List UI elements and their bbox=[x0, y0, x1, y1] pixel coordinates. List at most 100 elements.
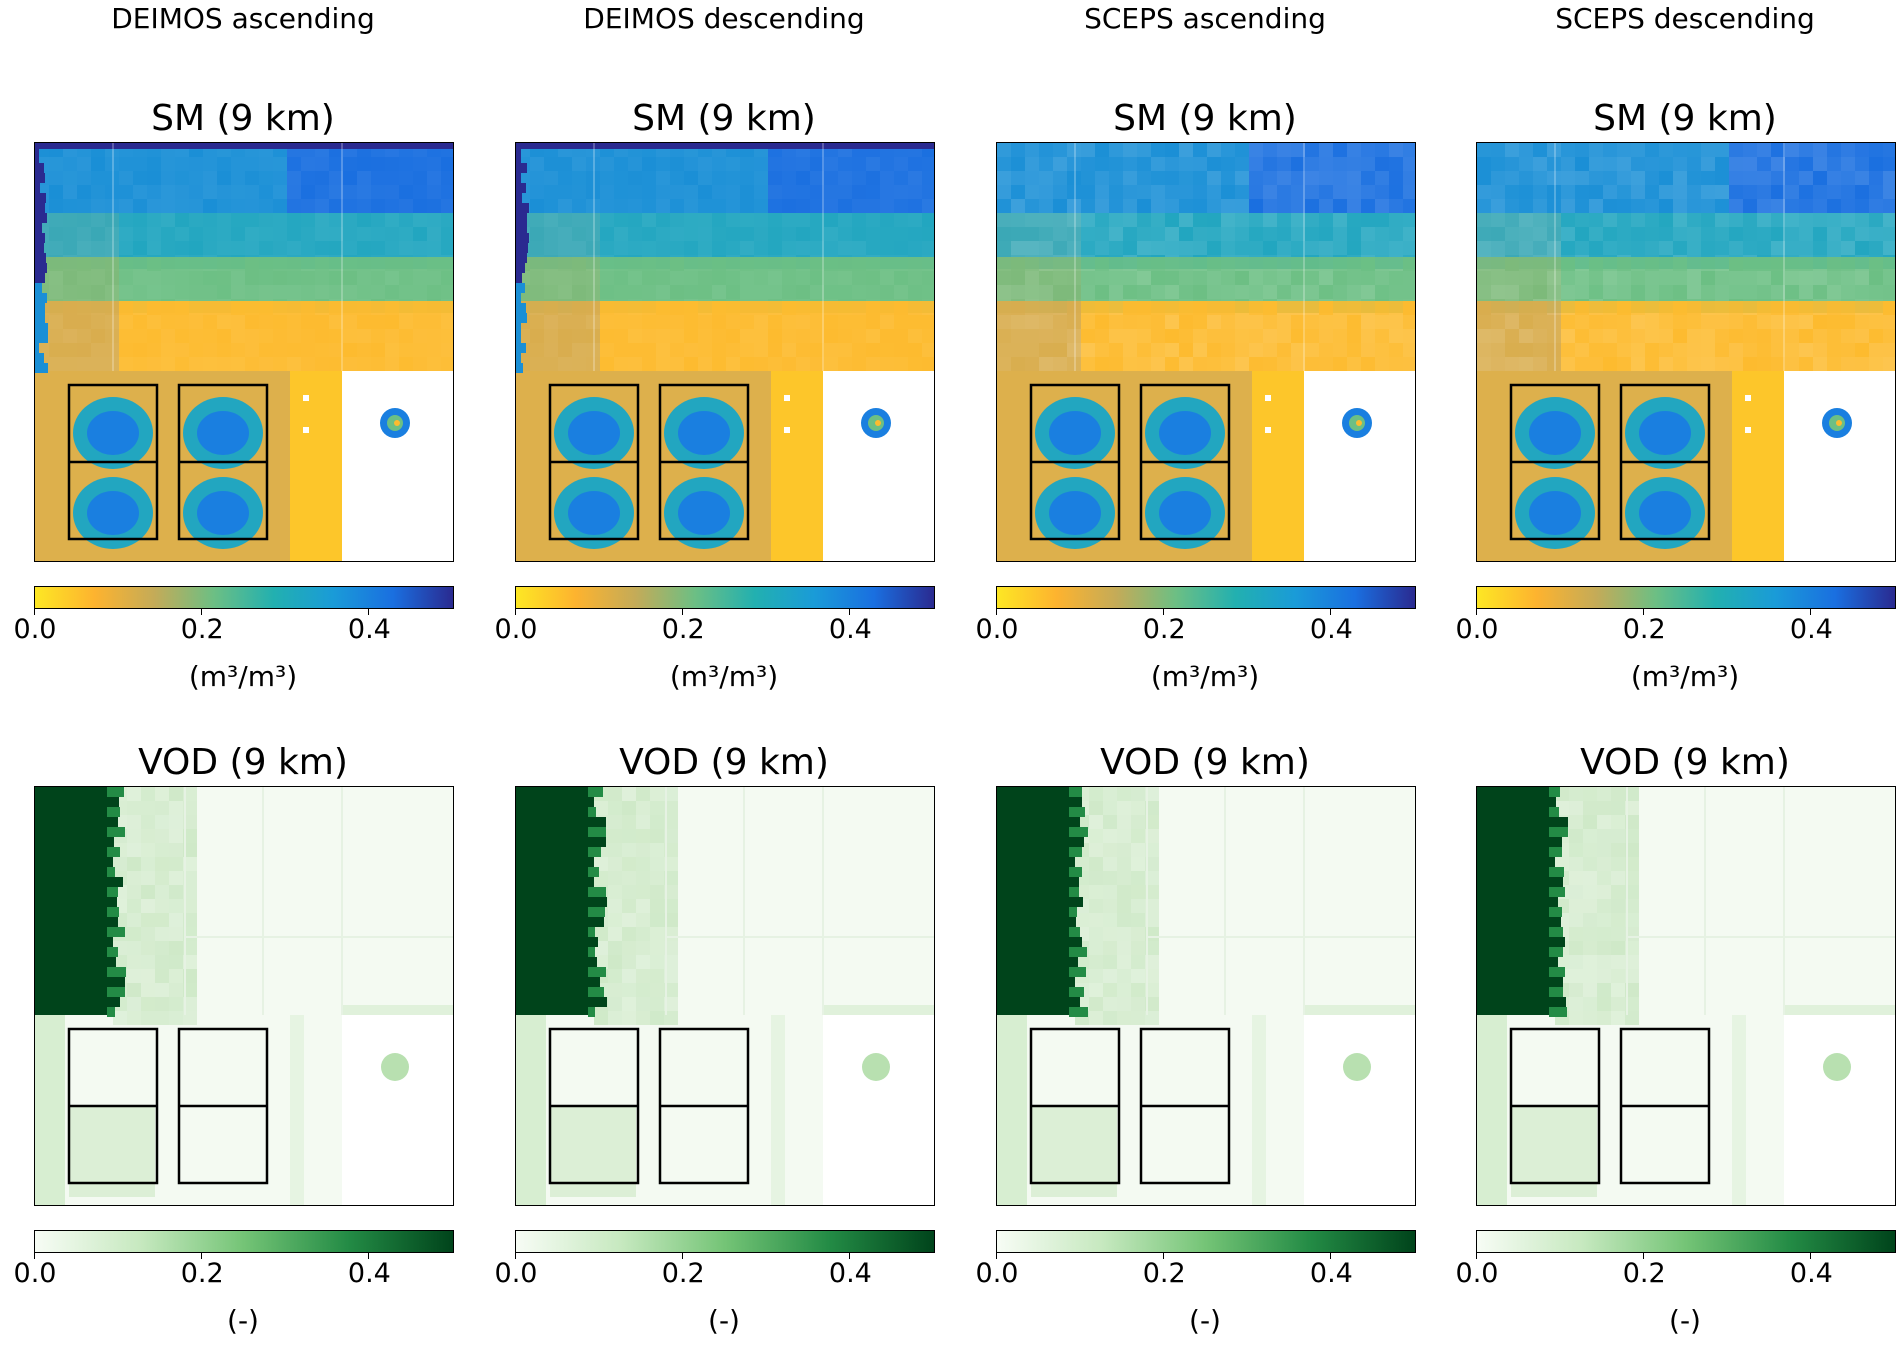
sm-pixel bbox=[245, 315, 259, 329]
sm-pixel bbox=[1603, 271, 1617, 285]
sm-pixel bbox=[259, 285, 273, 299]
sm-pixel bbox=[726, 343, 740, 357]
sm-pixel bbox=[371, 213, 385, 227]
colorbar-tick-label: 0.4 bbox=[1309, 1258, 1353, 1289]
vod-pixel bbox=[1145, 955, 1159, 969]
sm-pixel bbox=[1687, 257, 1701, 271]
vod-pixel bbox=[664, 969, 678, 983]
sm-pixel bbox=[726, 185, 740, 199]
sm-pixel bbox=[1855, 357, 1869, 371]
sm-pixel bbox=[1319, 257, 1333, 271]
sm-pixel bbox=[63, 301, 77, 315]
sm-pixel bbox=[1375, 227, 1389, 241]
vod-pixel bbox=[169, 969, 183, 983]
sm-pixel bbox=[782, 257, 796, 271]
sm-pixel bbox=[1785, 357, 1799, 371]
sm-pixel bbox=[189, 357, 203, 371]
sm-pixel bbox=[203, 241, 217, 255]
sm-pixel bbox=[357, 171, 371, 185]
sm-pixel bbox=[754, 185, 768, 199]
sm-pixel bbox=[712, 171, 726, 185]
sm-pixel bbox=[329, 171, 343, 185]
sm-pixel bbox=[301, 241, 315, 255]
sm-pixel bbox=[1081, 343, 1095, 357]
sm-pixel bbox=[1701, 315, 1715, 329]
sm-pixel bbox=[1659, 343, 1673, 357]
vod-pixel bbox=[650, 815, 664, 829]
vod-pixel bbox=[1611, 857, 1625, 871]
sm-pixel bbox=[768, 301, 782, 315]
sm-pixel bbox=[273, 241, 287, 255]
sm-pixel bbox=[1827, 301, 1841, 315]
sm-edge-pixel bbox=[516, 193, 522, 203]
sm-pixel bbox=[259, 301, 273, 315]
sm-pixel bbox=[1235, 285, 1249, 299]
vod-pixel bbox=[1089, 857, 1103, 871]
sm-pixel bbox=[1631, 199, 1645, 213]
sm-pixel bbox=[684, 271, 698, 285]
sm-pixel bbox=[1701, 199, 1715, 213]
vod-pixel bbox=[1103, 787, 1117, 801]
sm-pixel bbox=[1151, 157, 1165, 171]
sm-pixel bbox=[1673, 271, 1687, 285]
vod-pixel bbox=[183, 913, 197, 927]
sm-pixel bbox=[1263, 143, 1277, 157]
sm-pixel bbox=[572, 257, 586, 271]
sm-pixel bbox=[357, 213, 371, 227]
sm-pixel bbox=[572, 213, 586, 227]
vod-pixel bbox=[127, 885, 141, 899]
sm-white-dot bbox=[303, 427, 309, 433]
sm-pixel bbox=[1221, 271, 1235, 285]
sm-pixel bbox=[530, 227, 544, 241]
sm-pixel bbox=[1645, 143, 1659, 157]
sm-pixel bbox=[315, 227, 329, 241]
sm-pixel bbox=[1729, 185, 1743, 199]
sm-pixel bbox=[1291, 213, 1305, 227]
sm-pixel bbox=[217, 315, 231, 329]
sm-pixel bbox=[1687, 157, 1701, 171]
sm-pixel bbox=[1687, 171, 1701, 185]
sm-pixel bbox=[301, 199, 315, 213]
sm-pixel bbox=[1123, 285, 1137, 299]
sm-pixel bbox=[614, 241, 628, 255]
sm-pixel bbox=[1193, 213, 1207, 227]
sm-pixel bbox=[1883, 329, 1895, 343]
sm-pixel bbox=[880, 257, 894, 271]
sm-pixel bbox=[343, 343, 357, 357]
sm-pixel bbox=[894, 257, 908, 271]
sm-pixel bbox=[1645, 343, 1659, 357]
colorbar-tick-mark bbox=[201, 609, 203, 615]
sm-pixel bbox=[161, 357, 175, 371]
vod-target bbox=[381, 1053, 409, 1081]
sm-pixel bbox=[1375, 257, 1389, 271]
vod-edge-pixel bbox=[107, 917, 118, 927]
vod-pixel bbox=[622, 843, 636, 857]
vod-pixel bbox=[1583, 815, 1597, 829]
sm-pixel bbox=[1039, 171, 1053, 185]
sm-pixel bbox=[712, 271, 726, 285]
sm-pixel bbox=[1883, 241, 1895, 255]
sm-pixel bbox=[1855, 185, 1869, 199]
sm-pixel bbox=[189, 171, 203, 185]
sm-pixel bbox=[1011, 171, 1025, 185]
sm-pixel bbox=[1081, 357, 1095, 371]
sm-pixel bbox=[1039, 227, 1053, 241]
sm-pixel bbox=[670, 185, 684, 199]
sm-pixel bbox=[1561, 185, 1575, 199]
vod-edge-pixel bbox=[107, 847, 120, 857]
sm-pixel bbox=[1137, 213, 1151, 227]
vod-pixel bbox=[1597, 983, 1611, 997]
sm-pixel bbox=[1193, 343, 1207, 357]
vod-pixel bbox=[1555, 955, 1569, 969]
sm-pixel bbox=[1375, 357, 1389, 371]
sm-pixel bbox=[1123, 185, 1137, 199]
sm-pixel bbox=[1263, 185, 1277, 199]
sm-pixel bbox=[922, 199, 934, 213]
sm-pixel bbox=[880, 157, 894, 171]
sm-heatmap-svg bbox=[1477, 143, 1895, 561]
sm-pixel bbox=[1137, 199, 1151, 213]
sm-pixel bbox=[343, 241, 357, 255]
colorbar-tick-label: 0.4 bbox=[1309, 614, 1353, 645]
sm-pixel bbox=[698, 227, 712, 241]
colorbar-tick-mark bbox=[368, 609, 370, 615]
